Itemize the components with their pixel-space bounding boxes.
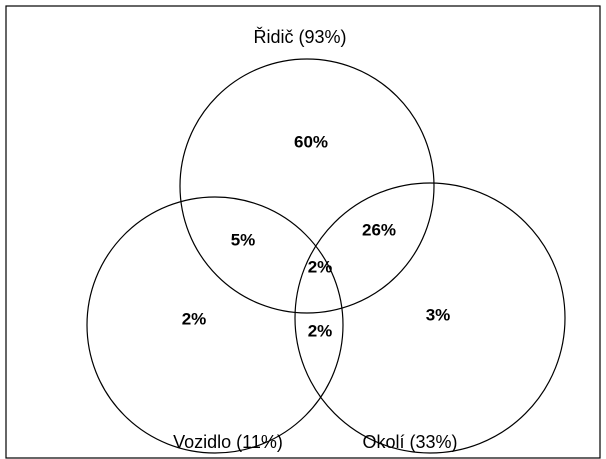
- region-label: 2%: [308, 257, 333, 276]
- region-label: 3%: [426, 305, 451, 324]
- set-circle: [294, 182, 566, 454]
- region-label: 60%: [294, 132, 328, 151]
- set-label: Řidič (93%): [253, 27, 346, 47]
- set-circle: [179, 58, 435, 314]
- set-circle: [86, 196, 344, 454]
- region-label: 26%: [362, 220, 396, 239]
- region-label: 2%: [308, 321, 333, 340]
- region-label: 2%: [182, 309, 207, 328]
- set-label: Okolí (33%): [362, 432, 457, 452]
- set-label: Vozidlo (11%): [173, 432, 283, 452]
- region-label: 5%: [231, 230, 256, 249]
